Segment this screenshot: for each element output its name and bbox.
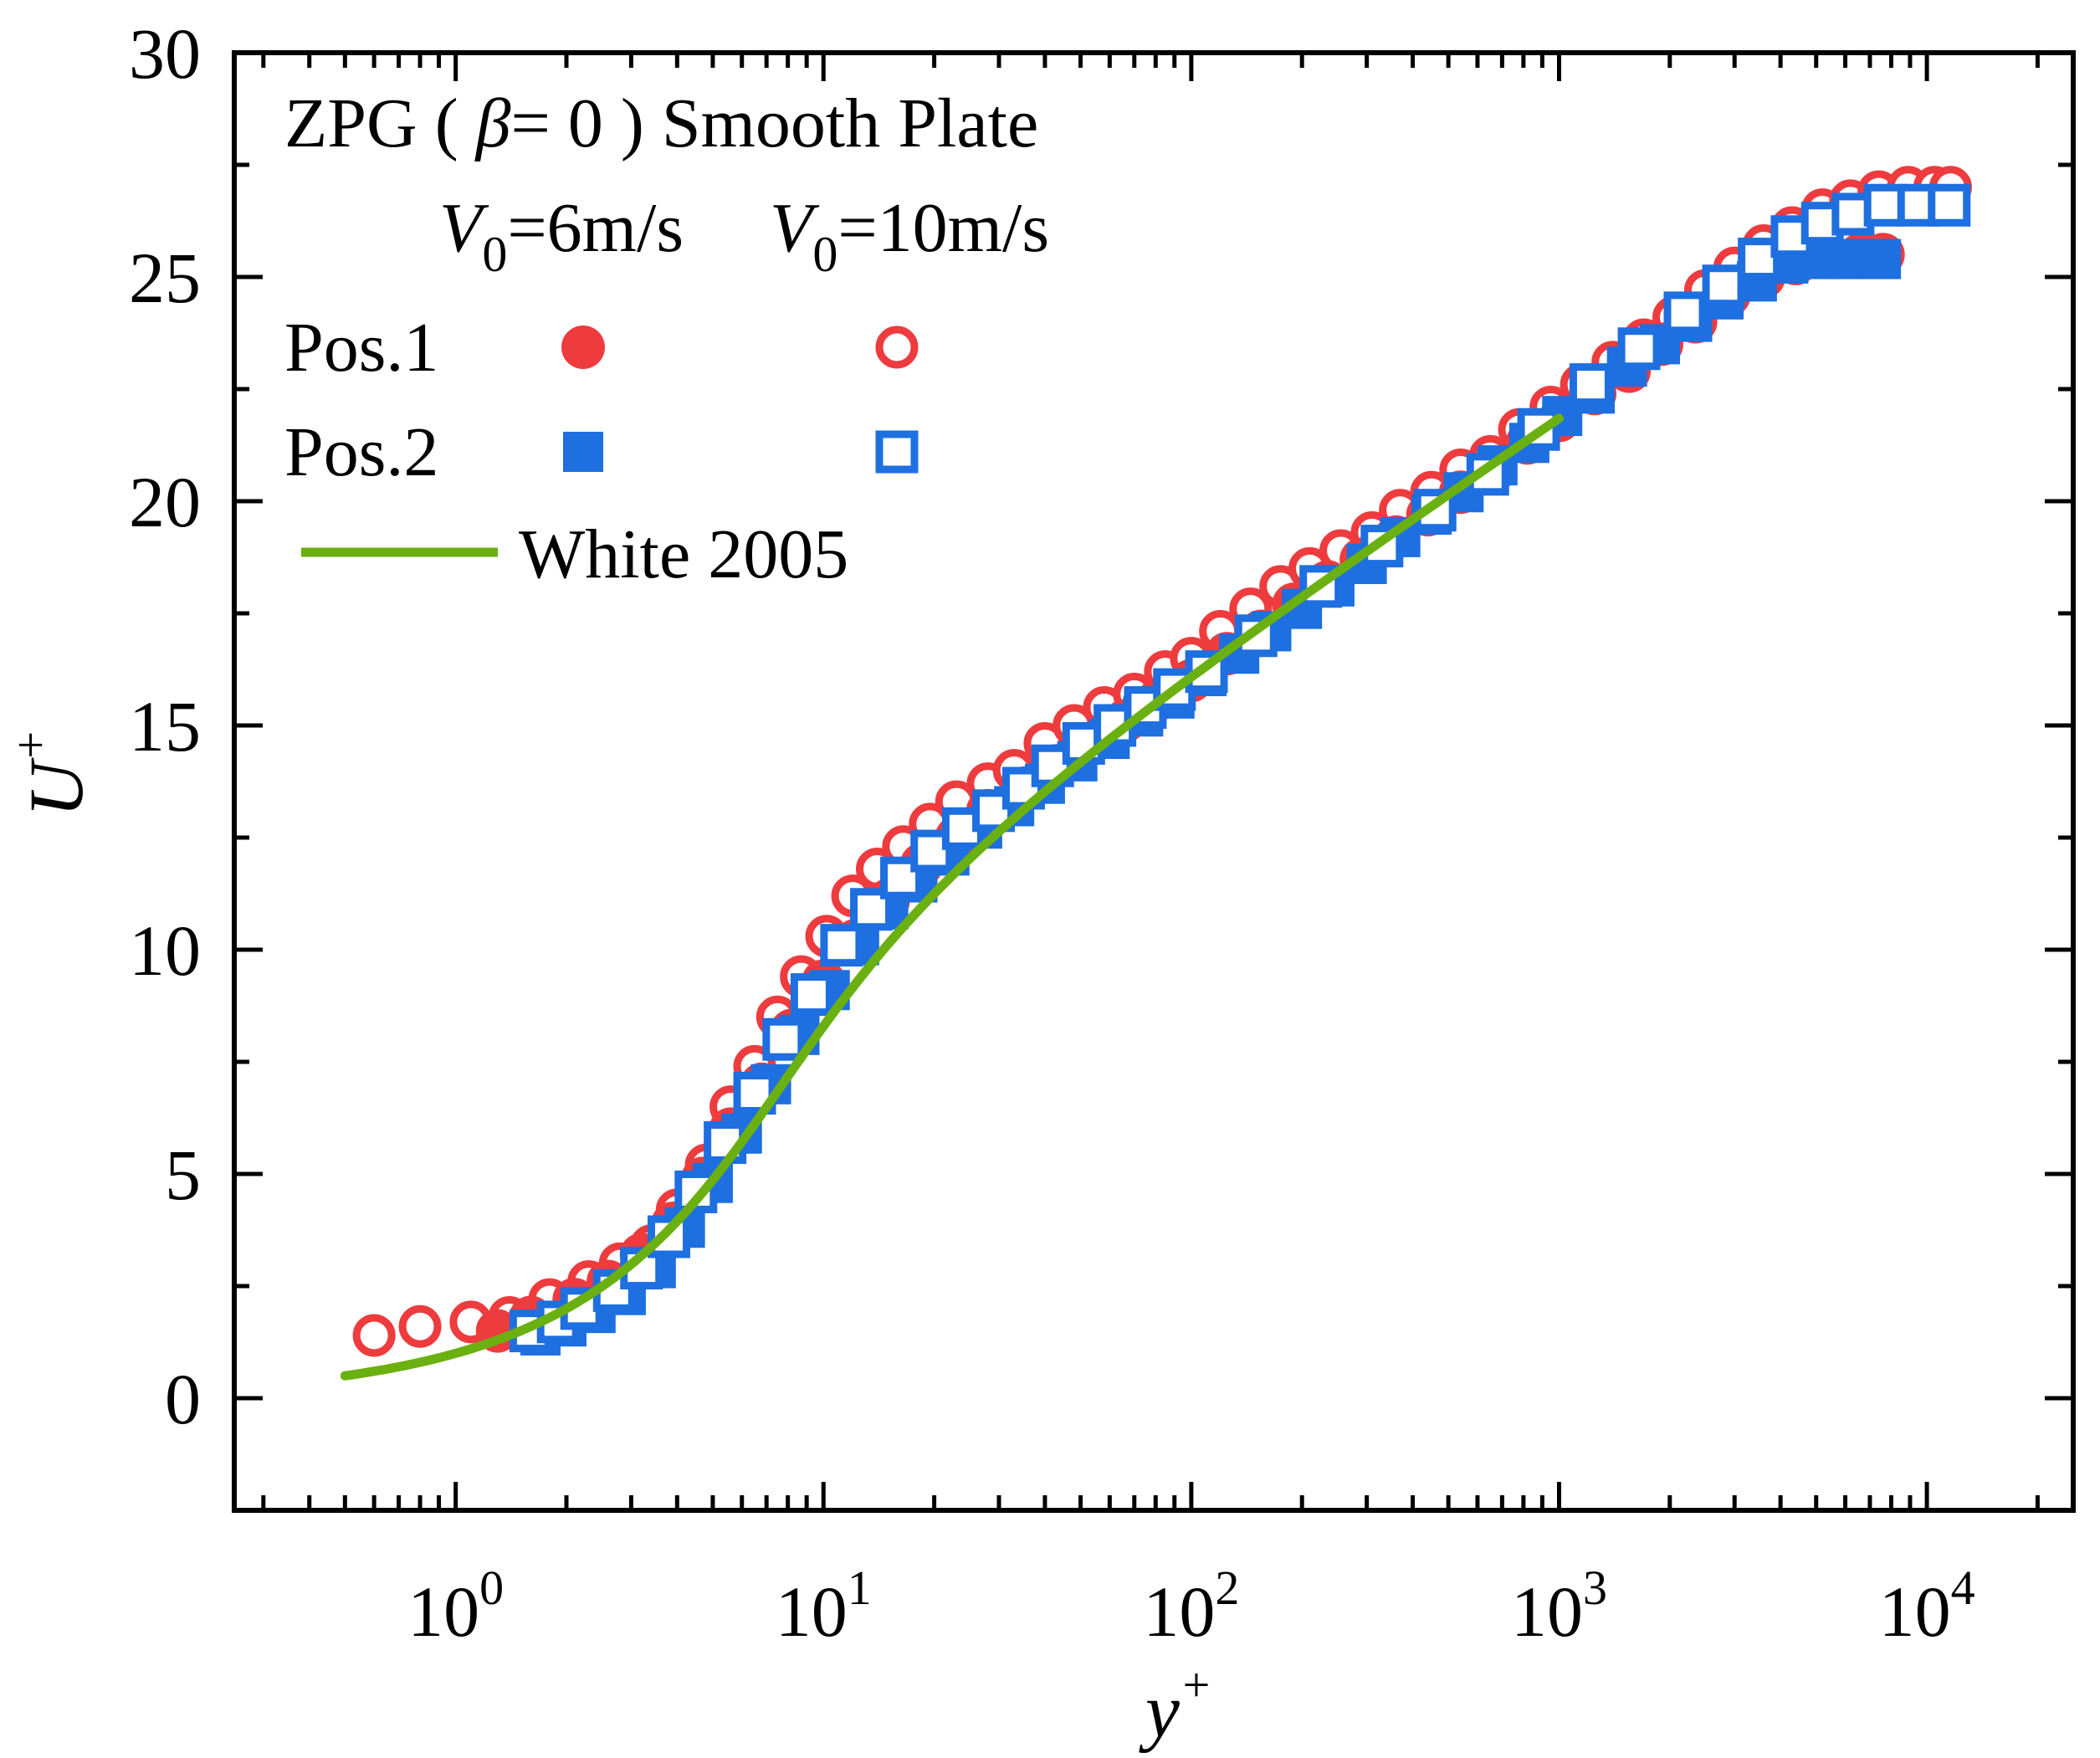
- plot-area: [340, 166, 1972, 1381]
- legend-header-10ms: V0=10m/s: [770, 189, 1049, 282]
- data-point-pos1_v10: [398, 1304, 442, 1348]
- data-point-pos2_v10: [790, 973, 833, 1017]
- legend-marker-open: [875, 325, 919, 369]
- data-point-pos2_v10: [1738, 238, 1781, 281]
- data-point-pos2_v10: [1569, 363, 1612, 407]
- x-tick-label: 100: [407, 1561, 504, 1652]
- axis-ticks: [234, 50, 2073, 1513]
- data-point-pos2_v10: [820, 924, 863, 967]
- y-tick-label: 25: [129, 238, 201, 318]
- legend-line-label: White 2005: [519, 515, 848, 593]
- x-tick-label: 103: [1511, 1561, 1607, 1652]
- legend-row-label: Pos.1: [284, 309, 438, 387]
- data-point-pos2_v10: [1702, 264, 1745, 308]
- data-point-pos2_v6: [1861, 238, 1902, 279]
- data-point-pos2_v10: [1928, 183, 1971, 227]
- y-tick-label: 30: [129, 13, 201, 94]
- legend: ZPG ( β= 0 ) Smooth Plate V0=6m/s V0=10m/s…: [284, 85, 1049, 593]
- data-point-pos2_v10: [762, 1017, 806, 1061]
- legend-marker-filled: [561, 325, 605, 369]
- legend-title: ZPG ( β= 0 ) Smooth Plate: [284, 85, 1038, 162]
- x-tick-label: 104: [1879, 1561, 1975, 1652]
- y-tick-label: 15: [129, 686, 201, 766]
- y-tick-label: 5: [165, 1135, 201, 1215]
- series-white2005-line: [340, 413, 1564, 1381]
- series-pos2_v6: [520, 238, 1902, 1356]
- data-point-pos2_v10: [1663, 291, 1707, 335]
- x-tick-label: 102: [1143, 1561, 1239, 1652]
- y-tick-label: 20: [129, 462, 201, 542]
- data-point-pos1_v10: [352, 1314, 396, 1357]
- x-tick-label: 101: [776, 1561, 872, 1652]
- legend-marker-filled: [563, 432, 603, 472]
- axis-labels: 100 101 102 103 104 0 5 10 15 20 25 30 y+ U+: [3, 13, 1975, 1753]
- legend-row-label: Pos.2: [284, 413, 438, 491]
- x-axis-title: y+: [1139, 1658, 1212, 1753]
- legend-marker-open: [875, 430, 919, 474]
- y-tick-label: 10: [129, 910, 201, 991]
- data-point-pos2_v10: [1617, 327, 1661, 371]
- y-axis-title: U+: [3, 729, 99, 817]
- y-tick-label: 0: [165, 1359, 201, 1439]
- legend-header-6ms: V0=6m/s: [439, 189, 684, 282]
